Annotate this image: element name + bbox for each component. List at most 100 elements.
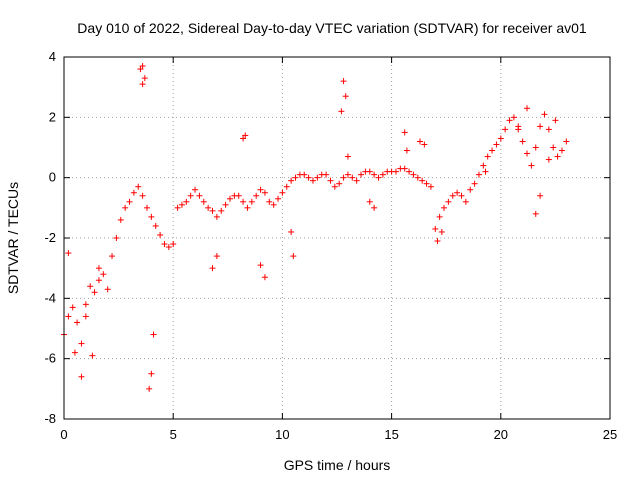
data-point [69,304,76,311]
data-point [309,177,316,184]
data-point [344,153,351,160]
data-point [261,189,268,196]
data-point [340,174,347,181]
y-tick-label: -8 [44,411,56,426]
data-point [416,138,423,145]
chart-title: Day 010 of 2022, Sidereal Day-to-day VTE… [77,20,587,36]
data-point [104,286,111,293]
data-point [331,183,338,190]
data-point [218,207,225,214]
y-tick-label: 0 [49,170,56,185]
data-point [187,192,194,199]
data-point [506,117,513,124]
data-point [524,105,531,112]
data-point [550,144,557,151]
data-point [349,174,356,181]
data-point [95,265,102,272]
data-point [242,132,249,139]
data-point [122,204,129,211]
data-point [340,78,347,85]
data-layer [61,63,570,392]
data-point [235,192,242,199]
x-tick-label: 25 [603,427,617,442]
data-point [283,183,290,190]
data-point [91,289,98,296]
data-point [327,177,334,184]
data-point [353,177,360,184]
data-point [240,198,247,205]
data-point [342,93,349,100]
data-point [563,138,570,145]
data-point [161,241,168,248]
data-point [71,349,78,356]
data-point [545,126,552,133]
data-point [358,171,365,178]
data-point [371,171,378,178]
data-point [226,195,233,202]
data-point [401,165,408,172]
y-tick-label: -4 [44,290,56,305]
data-point [449,192,456,199]
y-tick-label: 2 [49,109,56,124]
data-point [314,174,321,181]
data-point [493,141,500,148]
data-point [152,222,159,229]
data-point [89,352,96,359]
data-point [65,250,72,257]
data-point [209,265,216,272]
data-point [248,198,255,205]
data-point [205,204,212,211]
data-point [139,63,146,70]
data-point [135,183,142,190]
data-point [419,177,426,184]
data-point [323,171,330,178]
data-point [270,201,277,208]
data-point [414,174,421,181]
data-point [213,253,220,260]
data-point [421,141,428,148]
x-tick-label: 20 [494,427,508,442]
data-point [467,186,474,193]
data-point [78,373,85,380]
data-point [100,271,107,278]
data-point [143,204,150,211]
data-point [406,168,413,175]
data-point [497,135,504,142]
data-point [338,108,345,115]
data-point [253,192,260,199]
data-point [288,228,295,235]
y-tick-label: -2 [44,230,56,245]
y-axis-label: SDTVAR / TECUs [5,182,21,294]
data-point [427,183,434,190]
data-point [82,301,89,308]
data-point [213,213,220,220]
data-point [502,126,509,133]
data-point [178,201,185,208]
data-point [482,168,489,175]
data-point [403,147,410,154]
data-point [515,123,522,130]
data-point [366,198,373,205]
data-point [87,283,94,290]
data-point [200,198,207,205]
data-point [290,253,297,260]
data-point [545,156,552,163]
data-point [554,153,561,160]
data-point [510,114,517,121]
data-point [146,385,153,392]
data-point [148,370,155,377]
data-point [148,213,155,220]
data-point [192,186,199,193]
data-point [480,162,487,169]
data-point [165,244,172,251]
data-point [130,189,137,196]
x-tick-label: 0 [60,427,67,442]
data-point [266,198,273,205]
data-point [371,204,378,211]
data-point [434,238,441,245]
y-tick-label: 4 [49,49,56,64]
data-point [109,253,116,260]
y-tick-label: -6 [44,351,56,366]
